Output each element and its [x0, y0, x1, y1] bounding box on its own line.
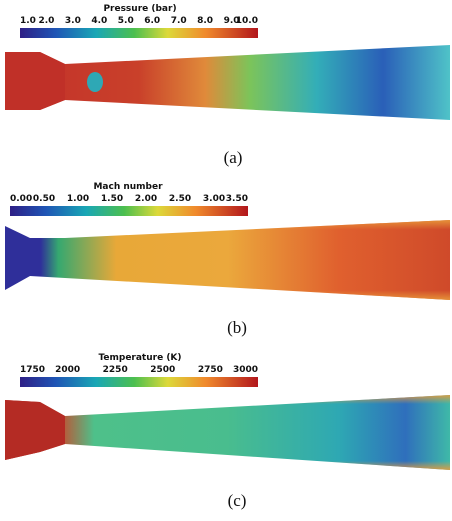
colorbar-tick-label: 2000 — [55, 365, 80, 375]
colorbar-tick-label: 9.0 — [224, 16, 240, 26]
colorbar-tick-label: 2.50 — [169, 194, 191, 204]
nozzle — [5, 400, 65, 460]
colorbar-tick-label: 3000 — [233, 365, 258, 375]
colorbar-tick-label: 3.50 — [226, 194, 248, 204]
panel-c: Temperature (K) 1750 2000 2250 2500 2750 3000… — [5, 353, 450, 510]
shear-layer — [65, 220, 450, 300]
colorbar-tick-label: 0.00 — [10, 194, 32, 204]
colorbar-tick-label: 3.00 — [203, 194, 225, 204]
colorbar-tick-label: 4.0 — [91, 16, 107, 26]
colorbar-tick-label: 5.0 — [118, 16, 134, 26]
panel-a: Pressure (bar) 1.0 2.0 3.0 4.0 5.0 6.0 7.0 8.0 9… — [5, 4, 450, 167]
colorbar-tick-label: 1.50 — [101, 194, 123, 204]
shock-cell — [87, 72, 103, 92]
colorbar-tick-label: 2250 — [103, 365, 128, 375]
colorbar-tick-label: 6.0 — [144, 16, 160, 26]
colorbar-tick-label: 2500 — [150, 365, 175, 375]
panel-b: Mach number 0.00 0.50 1.00 1.50 2.00 2.50 3.00… — [5, 182, 450, 337]
caption: (a) — [224, 148, 243, 167]
colorbar-tick-label: 1.00 — [67, 194, 89, 204]
colorbar-title: Temperature (K) — [98, 353, 181, 363]
colorbar-tick-label: 2.0 — [38, 16, 54, 26]
colorbar-tick-label: 10.0 — [236, 16, 258, 26]
colorbar-tick-label: 7.0 — [171, 16, 187, 26]
pressure-field — [5, 45, 450, 120]
colorbar — [20, 28, 258, 38]
caption: (b) — [227, 318, 247, 337]
colorbar-tick-label: 0.50 — [33, 194, 55, 204]
colorbar-tick-label: 3.0 — [65, 16, 81, 26]
colorbar-tick-label: 2750 — [198, 365, 223, 375]
colorbar-tick-label: 1750 — [20, 365, 45, 375]
colorbar-title: Pressure (bar) — [103, 4, 176, 14]
nozzle — [5, 52, 65, 110]
caption: (c) — [228, 491, 247, 510]
colorbar-title: Mach number — [93, 182, 163, 192]
colorbar-tick-label: 1.0 — [20, 16, 36, 26]
colorbar-tick-label: 8.0 — [197, 16, 213, 26]
colorbar — [20, 377, 258, 387]
colorbar — [10, 206, 248, 216]
colorbar-tick-label: 2.00 — [135, 194, 157, 204]
shear-layer — [65, 395, 450, 470]
